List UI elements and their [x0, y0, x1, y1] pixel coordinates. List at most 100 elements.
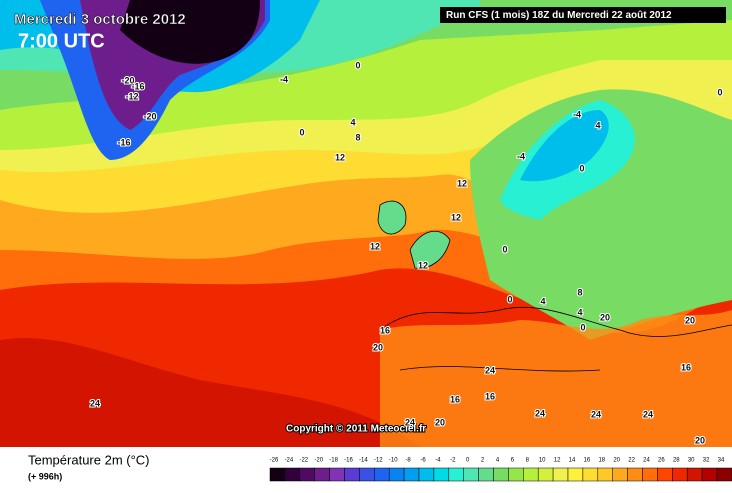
contour-label: 4 — [595, 120, 600, 130]
contour-label: -4 — [573, 109, 581, 119]
coastline — [377, 200, 451, 269]
contour-label: 24 — [535, 408, 545, 418]
colorbar-swatch — [716, 467, 732, 482]
contour-label: 4 — [350, 117, 355, 127]
colorbar-tick-label: 32 — [703, 458, 710, 464]
run-box — [440, 7, 726, 23]
colorbar-tick-label: -14 — [359, 458, 368, 464]
colorbar-swatch — [567, 467, 584, 482]
contour-label: 20 — [685, 315, 695, 325]
colorbar-swatch — [299, 467, 315, 482]
colorbar-swatch — [582, 467, 599, 482]
contour-label: 16 — [681, 362, 691, 372]
contour-label: 24 — [90, 398, 100, 408]
coastline — [379, 306, 732, 372]
colorbar-swatch — [418, 467, 435, 482]
colorbar-tick-label: -4 — [435, 458, 441, 464]
colorbar-swatch — [612, 467, 628, 482]
contour-label: 4 — [577, 307, 582, 317]
contour-label: 12 — [451, 212, 461, 222]
colorbar-tick-label: 0 — [466, 458, 470, 464]
contour-label: 8 — [355, 132, 360, 142]
colorbar-tick-label: -8 — [405, 458, 411, 464]
contour-label: 12 — [335, 152, 345, 162]
colorbar-tick-label: 4 — [496, 458, 500, 464]
contour-label: -16 — [117, 137, 130, 147]
colorbar-swatch — [269, 467, 286, 482]
colorbar-swatch — [642, 467, 658, 482]
colorbar-tick-label: -16 — [344, 458, 353, 464]
field — [0, 338, 420, 447]
colorbar-tick-label: 28 — [673, 458, 680, 464]
colorbar-swatch — [448, 467, 464, 482]
field — [120, 0, 260, 64]
colorbar-tick-label: -10 — [389, 458, 398, 464]
colorbar-swatch — [344, 467, 360, 482]
contour-label: 20 — [695, 435, 705, 445]
colorbar-swatch — [403, 467, 420, 482]
contour-label: 0 — [507, 294, 512, 304]
colorbar-tick-label: 30 — [688, 458, 695, 464]
contour-label: 0 — [717, 87, 722, 97]
contour-label: 24 — [643, 409, 653, 419]
colorbar-swatch — [508, 467, 524, 482]
colorbar-swatch — [478, 467, 494, 482]
copyright: Copyright © 2011 Meteociel.fr — [286, 424, 426, 435]
date: Mercredi 3 octobre 2012 — [14, 11, 186, 28]
contour-label: 4 — [540, 296, 545, 306]
colorbar-tick-label: -18 — [329, 458, 338, 464]
colorbar-tick-label: 22 — [628, 458, 635, 464]
contour-label: 0 — [299, 127, 304, 137]
colorbar-tick-label: 10 — [539, 458, 546, 464]
colorbar-swatch — [284, 467, 301, 482]
contour-label: 12 — [457, 178, 467, 188]
contour-label: -4 — [517, 151, 525, 161]
contour-label: -20 — [121, 75, 134, 85]
colorbar-swatch — [329, 467, 345, 482]
contour-label: 16 — [450, 394, 460, 404]
colorbar-swatch — [359, 467, 375, 482]
colorbar-tick-label: -22 — [299, 458, 308, 464]
contour-label: 24 — [591, 409, 601, 419]
contour-label: 20 — [600, 312, 610, 322]
contour-label: 16 — [485, 391, 495, 401]
contour-label: 20 — [435, 417, 445, 427]
colorbar-swatch — [374, 467, 390, 482]
colorbar-swatch — [537, 467, 554, 482]
field — [520, 110, 609, 182]
colorbar-swatch — [463, 467, 479, 482]
time: 7:00 UTC — [18, 30, 105, 52]
legend-title: Température 2m (°C) — [28, 452, 150, 467]
contour-label: 24 — [405, 417, 415, 427]
colorbar-tick-label: 18 — [598, 458, 605, 464]
contour-label: -20 — [143, 111, 156, 121]
field — [380, 310, 732, 447]
legend-subtitle: (+ 996h) — [28, 471, 62, 481]
colorbar-swatch — [686, 467, 703, 482]
contour-label: -16 — [131, 81, 144, 91]
colorbar-tick-label: -12 — [374, 458, 383, 464]
colorbar-tick-label: 20 — [613, 458, 620, 464]
colorbar-tick-label: 6 — [511, 458, 515, 464]
contour-label: 0 — [580, 322, 585, 332]
colorbar-tick-label: -6 — [420, 458, 426, 464]
colorbar-tick-label: 2 — [481, 458, 485, 464]
colorbar-tick-label: 12 — [554, 458, 561, 464]
colorbar-swatch — [493, 467, 509, 482]
colorbar-swatch — [701, 467, 718, 482]
colorbar-tick-label: -20 — [314, 458, 323, 464]
contour-label: 0 — [579, 163, 584, 173]
colorbar-tick-label: -2 — [450, 458, 456, 464]
colorbar-tick-label: -24 — [285, 458, 294, 464]
contour-label: -4 — [280, 74, 288, 84]
colorbar-swatch — [314, 467, 330, 482]
colorbar-tick-label: 8 — [526, 458, 530, 464]
contour-label: -12 — [125, 91, 138, 101]
contour-label: 12 — [370, 241, 380, 251]
run-info: Run CFS (1 mois) 18Z du Mercredi 22 août… — [446, 10, 672, 21]
colorbar-tick-label: 34 — [718, 458, 725, 464]
contour-label: 0 — [355, 60, 360, 70]
colorbar-swatch — [657, 467, 673, 482]
colorbar-swatch — [433, 467, 450, 482]
